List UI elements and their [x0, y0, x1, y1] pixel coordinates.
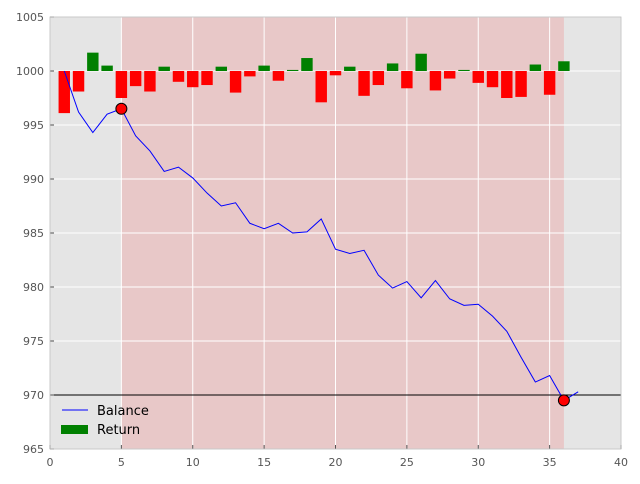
- y-tick-label: 995: [23, 119, 44, 132]
- return-bar: [158, 66, 170, 71]
- return-bar: [329, 71, 342, 76]
- return-bar: [486, 71, 499, 88]
- return-bar: [472, 71, 484, 83]
- y-tick-label: 1005: [16, 11, 44, 24]
- x-tick-label: 35: [543, 456, 557, 469]
- y-tick-label: 965: [23, 443, 44, 456]
- return-bar: [201, 71, 213, 86]
- return-bar: [129, 71, 142, 87]
- return-bar: [358, 71, 370, 96]
- event-markers: [115, 102, 570, 407]
- return-bar: [301, 58, 313, 71]
- y-tick-label: 990: [23, 173, 44, 186]
- return-bar: [144, 71, 156, 92]
- balance-line: [63, 70, 579, 402]
- x-tick-label: 15: [257, 456, 271, 469]
- x-axis-ticks: 0 5 10 15 20 25 30 35 40: [47, 445, 628, 469]
- event-marker: [557, 394, 570, 407]
- legend-bar-swatch: [61, 425, 88, 434]
- return-bar: [401, 71, 413, 89]
- y-tick-label: 975: [23, 335, 44, 348]
- plot-frame: [49, 16, 622, 450]
- return-bar: [258, 65, 270, 71]
- return-bar: [58, 71, 70, 114]
- return-bar: [229, 71, 242, 93]
- x-tick-label: 25: [400, 456, 414, 469]
- x-tick-label: 30: [471, 456, 485, 469]
- return-bar: [443, 71, 456, 79]
- return-bar: [429, 71, 442, 91]
- return-bar: [558, 61, 570, 71]
- return-bar: [244, 71, 256, 77]
- return-bar: [286, 69, 299, 71]
- return-bar: [344, 66, 356, 71]
- return-bar: [501, 71, 513, 98]
- return-bar: [386, 63, 399, 71]
- y-tick-label: 970: [23, 389, 44, 402]
- x-tick-label: 5: [118, 456, 125, 469]
- return-bars: [58, 52, 570, 114]
- return-bar: [101, 65, 113, 71]
- return-bar: [115, 71, 128, 98]
- return-bar: [515, 71, 527, 97]
- return-bar: [415, 53, 427, 71]
- y-axis-ticks: 965 970 975 980 985 990 995 1000 1005: [16, 11, 54, 456]
- return-bar: [215, 66, 228, 71]
- return-bar: [315, 71, 327, 103]
- return-bar: [543, 71, 556, 95]
- return-bar: [187, 71, 199, 88]
- legend: Balance Return: [61, 404, 149, 438]
- legend-label-balance: Balance: [97, 404, 149, 419]
- return-bar: [372, 71, 385, 86]
- return-bar: [272, 71, 285, 81]
- return-bar: [529, 64, 542, 71]
- x-tick-label: 10: [186, 456, 200, 469]
- y-tick-label: 980: [23, 281, 44, 294]
- return-bar: [87, 52, 99, 71]
- event-marker: [115, 102, 128, 115]
- x-tick-label: 20: [329, 456, 343, 469]
- return-bar: [458, 69, 470, 71]
- return-bar: [72, 71, 85, 92]
- return-bar: [172, 71, 185, 82]
- x-tick-label: 40: [614, 456, 628, 469]
- x-tick-label: 0: [47, 456, 54, 469]
- y-tick-label: 985: [23, 227, 44, 240]
- y-tick-label: 1000: [16, 65, 44, 78]
- legend-label-return: Return: [97, 423, 140, 438]
